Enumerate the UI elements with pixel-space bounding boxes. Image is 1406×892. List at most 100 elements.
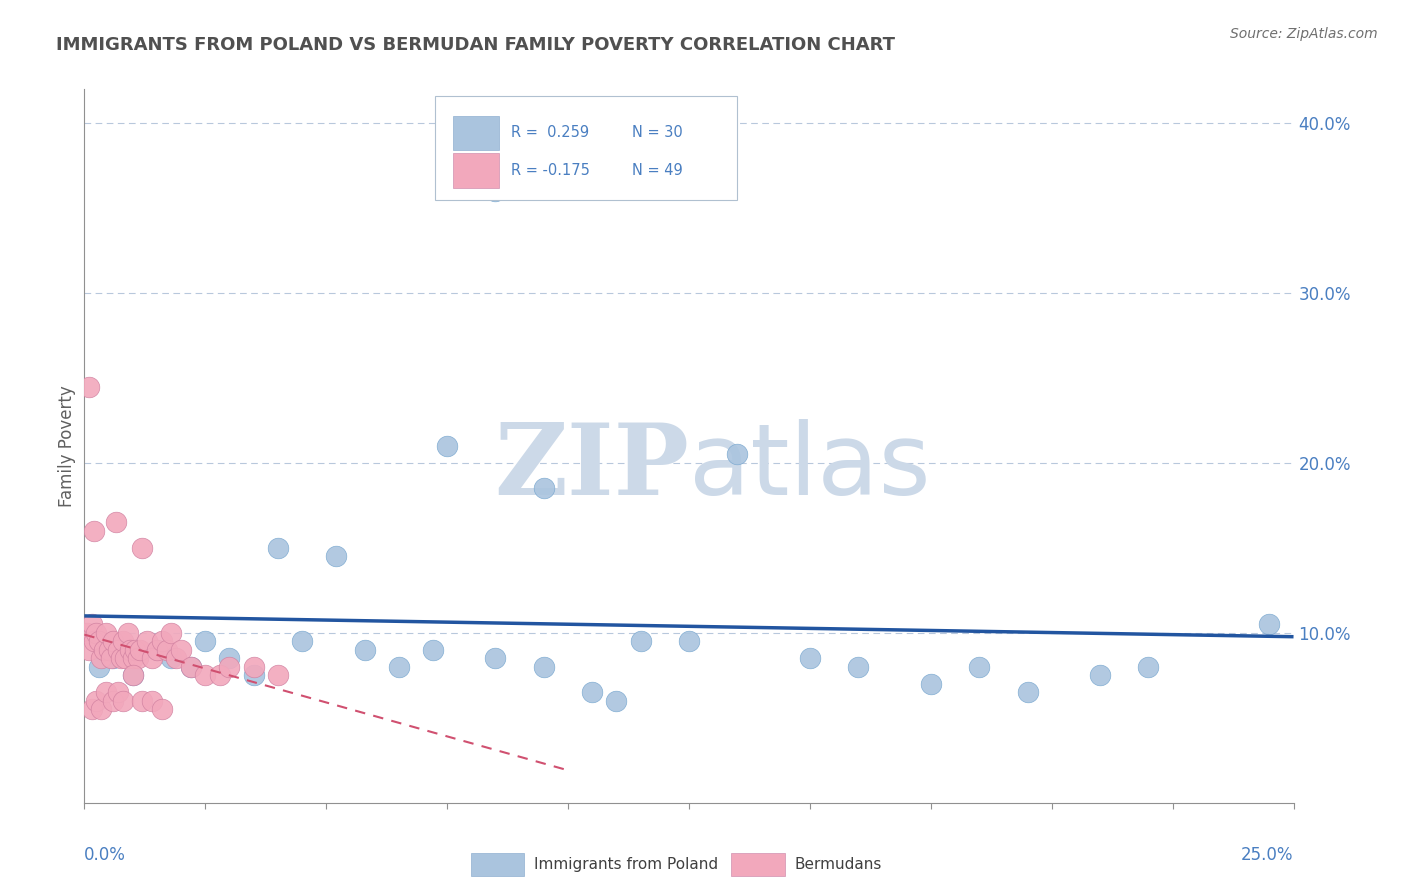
Point bbox=[155, 643, 177, 657]
Point bbox=[1258, 617, 1281, 632]
Point bbox=[194, 668, 217, 682]
Point bbox=[93, 643, 115, 657]
Text: R =  0.259: R = 0.259 bbox=[512, 125, 589, 140]
Point bbox=[87, 634, 110, 648]
Point bbox=[86, 694, 108, 708]
Point bbox=[160, 651, 183, 665]
Point bbox=[110, 651, 132, 665]
Point bbox=[94, 685, 117, 699]
Point bbox=[114, 651, 136, 665]
Point bbox=[242, 668, 264, 682]
Point bbox=[484, 184, 506, 198]
Point bbox=[920, 677, 942, 691]
Text: R = -0.175: R = -0.175 bbox=[512, 163, 591, 178]
Point bbox=[1088, 668, 1111, 682]
Point bbox=[146, 643, 169, 657]
Point bbox=[141, 694, 163, 708]
Point bbox=[291, 634, 314, 648]
Point bbox=[90, 702, 112, 716]
Point bbox=[436, 439, 458, 453]
Point bbox=[630, 634, 652, 648]
Point bbox=[94, 626, 117, 640]
Point bbox=[1137, 660, 1160, 674]
FancyBboxPatch shape bbox=[434, 96, 737, 200]
Point bbox=[103, 694, 125, 708]
Point bbox=[86, 626, 108, 640]
Point bbox=[846, 660, 869, 674]
Text: IMMIGRANTS FROM POLAND VS BERMUDAN FAMILY POVERTY CORRELATION CHART: IMMIGRANTS FROM POLAND VS BERMUDAN FAMIL… bbox=[56, 36, 896, 54]
Point bbox=[124, 643, 146, 657]
Point bbox=[131, 694, 153, 708]
Point bbox=[100, 651, 122, 665]
Text: atlas: atlas bbox=[689, 419, 931, 516]
Text: 25.0%: 25.0% bbox=[1241, 846, 1294, 863]
FancyBboxPatch shape bbox=[453, 116, 499, 150]
Text: Bermudans: Bermudans bbox=[794, 857, 882, 871]
Point bbox=[87, 660, 110, 674]
Point bbox=[97, 643, 120, 657]
Point bbox=[180, 660, 202, 674]
Point bbox=[121, 651, 143, 665]
Point bbox=[267, 541, 290, 555]
Text: Immigrants from Poland: Immigrants from Poland bbox=[534, 857, 718, 871]
Point bbox=[725, 448, 748, 462]
Text: 0.0%: 0.0% bbox=[84, 846, 127, 863]
Point bbox=[165, 651, 187, 665]
Point bbox=[218, 651, 240, 665]
Point bbox=[107, 643, 129, 657]
Y-axis label: Family Poverty: Family Poverty bbox=[58, 385, 76, 507]
Point bbox=[581, 685, 603, 699]
Point bbox=[325, 549, 347, 564]
Point bbox=[103, 651, 125, 665]
Point bbox=[131, 541, 153, 555]
FancyBboxPatch shape bbox=[453, 153, 499, 187]
Point bbox=[533, 482, 555, 496]
Point bbox=[194, 634, 217, 648]
Point bbox=[267, 668, 290, 682]
Point bbox=[218, 660, 240, 674]
Point bbox=[90, 651, 112, 665]
Point bbox=[76, 626, 98, 640]
Point bbox=[422, 643, 444, 657]
Point bbox=[150, 634, 173, 648]
Point bbox=[77, 643, 100, 657]
Point bbox=[146, 643, 169, 657]
Point bbox=[121, 668, 143, 682]
Point bbox=[77, 379, 100, 393]
Point bbox=[112, 634, 135, 648]
Point bbox=[150, 702, 173, 716]
Point bbox=[104, 516, 127, 530]
Point bbox=[1017, 685, 1039, 699]
Point bbox=[120, 643, 142, 657]
Point bbox=[117, 626, 139, 640]
Point bbox=[160, 626, 183, 640]
Point bbox=[83, 634, 105, 648]
Point bbox=[799, 651, 821, 665]
Point bbox=[605, 694, 627, 708]
Text: ZIP: ZIP bbox=[494, 419, 689, 516]
Point bbox=[80, 702, 103, 716]
Point bbox=[136, 634, 159, 648]
Text: N = 49: N = 49 bbox=[633, 163, 683, 178]
Point bbox=[107, 685, 129, 699]
Point bbox=[80, 617, 103, 632]
Point bbox=[141, 651, 163, 665]
Point bbox=[208, 668, 231, 682]
Point bbox=[242, 660, 264, 674]
Point bbox=[103, 634, 125, 648]
Point bbox=[533, 660, 555, 674]
Text: N = 30: N = 30 bbox=[633, 125, 683, 140]
Point bbox=[484, 651, 506, 665]
Point bbox=[127, 651, 149, 665]
Point bbox=[180, 660, 202, 674]
Point bbox=[112, 694, 135, 708]
Point bbox=[129, 643, 152, 657]
Point bbox=[83, 524, 105, 538]
Point bbox=[170, 643, 193, 657]
Text: Source: ZipAtlas.com: Source: ZipAtlas.com bbox=[1230, 27, 1378, 41]
Point bbox=[967, 660, 990, 674]
Point bbox=[388, 660, 411, 674]
Point bbox=[354, 643, 377, 657]
Point bbox=[121, 668, 143, 682]
Point bbox=[678, 634, 700, 648]
